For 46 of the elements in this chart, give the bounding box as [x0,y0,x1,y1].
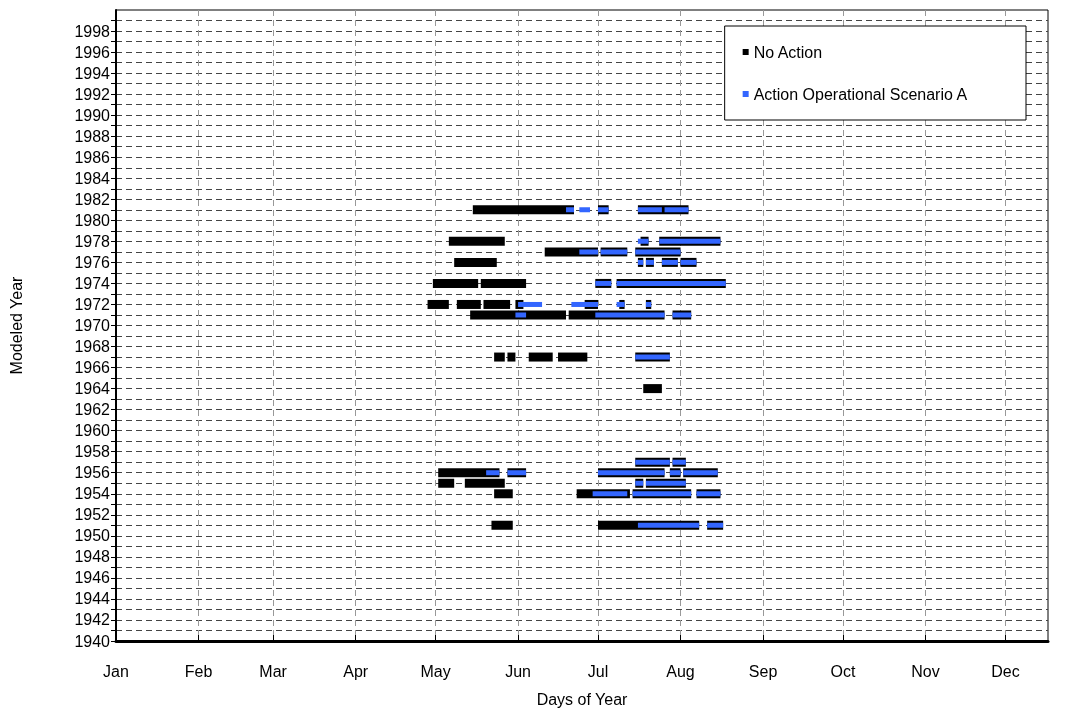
y-tick-label: 1948 [74,548,111,566]
x-tick-label: Mar [259,662,288,680]
y-tick-label: 1996 [74,43,111,61]
x-tick-label: Feb [184,662,213,680]
y-tick-label: 1988 [74,127,111,145]
y-tick-label: 1942 [74,611,111,629]
y-tick-label: 1964 [74,380,111,398]
y-tick-label: 1956 [74,464,111,482]
x-tick-label: Oct [830,662,856,680]
x-tick-label: Apr [343,662,369,680]
x-tick-label: Dec [991,662,1020,680]
y-tick-label: 1962 [74,401,111,419]
y-tick-label: 1968 [74,338,111,356]
y-tick-label: 1990 [74,106,111,124]
x-tick-label: Jun [505,662,531,680]
y-tick-label: 1994 [74,64,111,82]
y-tick-label: 1992 [74,85,111,103]
y-tick-label: 1978 [74,232,111,250]
y-tick-label: 1966 [74,359,111,377]
x-tick-label: Jan [103,662,129,680]
y-tick-label: 1960 [74,422,111,440]
legend-label: No Action [753,43,823,61]
y-tick-label: 1952 [74,506,111,524]
x-tick-label: Sep [748,662,778,680]
y-tick-label: 1986 [74,148,111,166]
legend-label: Action Operational Scenario A [753,85,968,103]
y-tick-label: 1970 [74,317,111,334]
y-tick-label: 1980 [74,211,111,229]
x-tick-label: Nov [911,662,940,680]
x-tick-label: May [420,662,451,680]
x-tick-label: Aug [666,662,695,680]
y-tick-label: 1946 [74,569,111,587]
y-tick-label: 1944 [74,590,111,608]
y-tick-label: 1974 [74,274,111,292]
x-tick-label: Jul [587,662,609,680]
y-tick-label: 1950 [74,527,111,545]
y-tick-label: 1958 [74,443,111,461]
y-tick-label: 1976 [74,253,111,271]
y-tick-label: 1954 [74,485,111,503]
y-tick-label: 1982 [74,190,111,208]
y-tick-label: 1940 [74,632,111,650]
y-axis-title: Modeled Year [7,275,25,375]
y-tick-label: 1972 [74,295,111,313]
y-tick-label: 1998 [74,22,111,40]
x-axis-title: Days of Year [536,690,629,708]
y-tick-label: 1984 [74,169,111,187]
